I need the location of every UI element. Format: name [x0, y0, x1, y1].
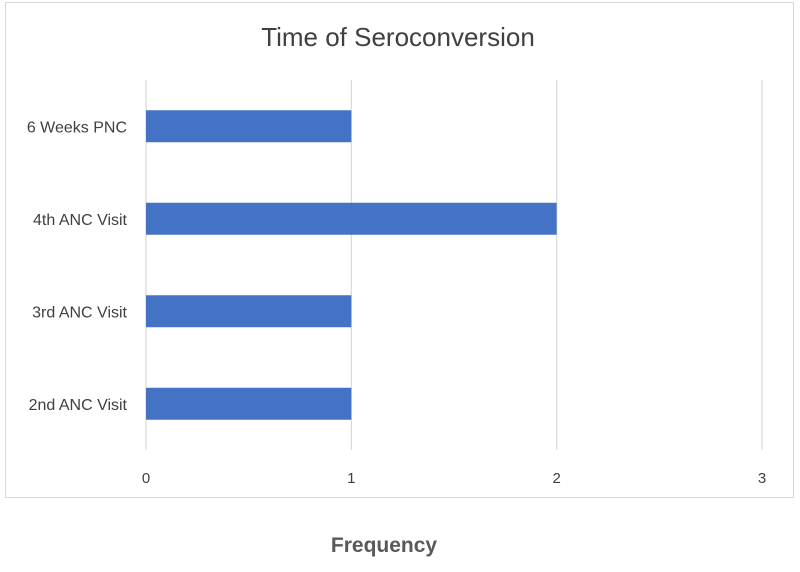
- x-tick-label: 3: [758, 470, 766, 487]
- category-label: 3rd ANC Visit: [32, 304, 127, 321]
- x-tick-label: 0: [142, 470, 150, 487]
- bar: [146, 202, 557, 235]
- chart-title: Time of Seroconversion: [261, 22, 535, 52]
- bar: [146, 110, 352, 143]
- bar: [146, 387, 352, 420]
- chart-frame: [5, 2, 794, 498]
- category-labels: 6 Weeks PNC 4th ANC Visit 3rd ANC Visit 2nd…: [27, 119, 128, 414]
- category-label: 6 Weeks PNC: [27, 119, 127, 136]
- x-tick-label: 1: [347, 470, 355, 487]
- x-tick-label: 2: [552, 470, 560, 487]
- x-axis-label: Frequency: [331, 534, 438, 557]
- bar: [146, 295, 352, 328]
- x-tick-labels: 0 1 2 3: [142, 470, 766, 487]
- category-label: 4th ANC Visit: [33, 212, 128, 229]
- category-label: 2nd ANC Visit: [29, 397, 128, 414]
- bars: [146, 110, 557, 420]
